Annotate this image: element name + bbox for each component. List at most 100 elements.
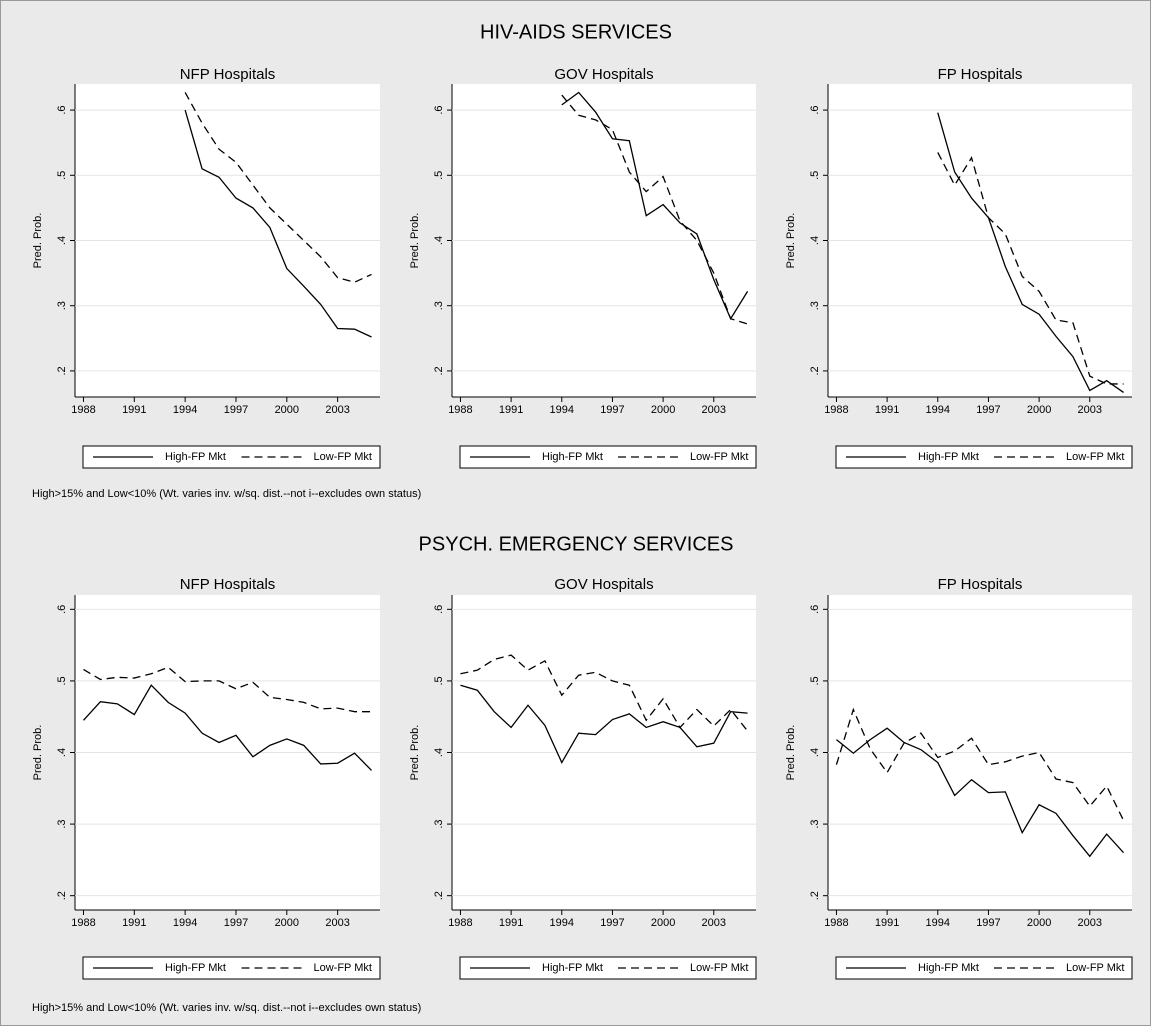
y-tick-label: .6 — [433, 605, 445, 614]
y-tick-label: .5 — [433, 676, 445, 685]
y-axis-label: Pred. Prob. — [409, 213, 421, 269]
series-line — [460, 654, 749, 732]
legend — [82, 445, 381, 469]
chart-title: GOV Hospitals — [554, 576, 653, 593]
section-note: High>15% and Low<10% (Wt. varies inv. w/… — [32, 1002, 421, 1014]
legend-label: High-FP Mkt — [165, 451, 226, 463]
y-tick-label: .2 — [433, 366, 445, 375]
y-axis-label: Pred. Prob. — [785, 725, 797, 781]
x-tick-label: 1991 — [875, 404, 899, 416]
legend — [835, 445, 1133, 469]
x-tick-label: 2003 — [325, 917, 349, 929]
legend — [82, 956, 381, 980]
x-tick-label: 2000 — [275, 404, 299, 416]
legend-label: High-FP Mkt — [542, 451, 603, 463]
series-line — [937, 112, 1124, 393]
series-line — [561, 94, 748, 325]
y-tick-label: .3 — [433, 819, 445, 828]
y-axis-label: Pred. Prob. — [785, 213, 797, 269]
x-tick-label: 1991 — [499, 404, 523, 416]
y-tick-label: .4 — [809, 236, 821, 245]
x-tick-label: 1988 — [71, 404, 95, 416]
x-tick-label: 1991 — [875, 917, 899, 929]
y-tick-label: .4 — [56, 236, 68, 245]
x-tick-label: 1994 — [926, 404, 950, 416]
x-tick-label: 2000 — [275, 917, 299, 929]
x-tick-label: 1988 — [824, 917, 848, 929]
y-tick-label: .2 — [809, 891, 821, 900]
x-tick-label: 1994 — [550, 404, 574, 416]
y-axis-label: Pred. Prob. — [32, 725, 44, 781]
series-line — [835, 707, 1125, 821]
x-tick-label: 2003 — [702, 917, 726, 929]
y-tick-label: .6 — [56, 605, 68, 614]
x-tick-label: 2000 — [1027, 404, 1051, 416]
y-tick-label: .2 — [56, 891, 68, 900]
x-tick-label: 1997 — [224, 404, 248, 416]
series-line — [460, 684, 748, 764]
y-tick-label: .2 — [809, 366, 821, 375]
legend-label: Low-FP Mkt — [1066, 451, 1124, 463]
chart-title: NFP Hospitals — [180, 66, 276, 83]
y-tick-label: .2 — [433, 891, 445, 900]
y-tick-label: .5 — [809, 171, 821, 180]
x-tick-label: 2000 — [651, 917, 675, 929]
y-tick-label: .3 — [56, 301, 68, 310]
y-tick-label: .5 — [56, 171, 68, 180]
legend — [835, 956, 1133, 980]
y-tick-label: .4 — [433, 236, 445, 245]
x-tick-label: 1991 — [122, 917, 146, 929]
y-tick-label: .6 — [809, 605, 821, 614]
chart-title: FP Hospitals — [938, 66, 1023, 83]
x-tick-label: 2000 — [651, 404, 675, 416]
y-tick-label: .6 — [56, 105, 68, 114]
x-tick-label: 1991 — [499, 917, 523, 929]
section-title: PSYCH. EMERGENCY SERVICES — [419, 533, 734, 555]
x-tick-label: 1988 — [448, 917, 472, 929]
y-tick-label: .2 — [56, 366, 68, 375]
x-tick-label: 1997 — [224, 917, 248, 929]
series-line — [937, 152, 1124, 385]
y-tick-label: .5 — [56, 676, 68, 685]
chart-title: FP Hospitals — [938, 576, 1023, 593]
legend-label: High-FP Mkt — [542, 962, 603, 974]
section-title: HIV-AIDS SERVICES — [480, 21, 672, 43]
legend-label: Low-FP Mkt — [1066, 962, 1124, 974]
y-tick-label: .4 — [56, 748, 68, 757]
x-tick-label: 1994 — [926, 917, 950, 929]
series-line — [184, 109, 372, 338]
x-tick-label: 1997 — [976, 404, 1000, 416]
series-line — [561, 91, 749, 321]
x-tick-label: 1988 — [824, 404, 848, 416]
series-line — [184, 92, 372, 283]
y-tick-label: .4 — [433, 748, 445, 757]
x-tick-label: 1997 — [600, 404, 624, 416]
y-tick-label: .6 — [809, 105, 821, 114]
y-tick-label: .3 — [56, 819, 68, 828]
x-tick-label: 1994 — [550, 917, 574, 929]
legend-label: High-FP Mkt — [918, 451, 979, 463]
section-note: High>15% and Low<10% (Wt. varies inv. w/… — [32, 488, 421, 500]
x-tick-label: 1988 — [448, 404, 472, 416]
x-tick-label: 1991 — [122, 404, 146, 416]
y-axis-label: Pred. Prob. — [409, 725, 421, 781]
x-tick-label: 2003 — [1078, 917, 1102, 929]
legend-label: Low-FP Mkt — [690, 962, 748, 974]
series-line — [82, 684, 372, 771]
x-tick-label: 1994 — [173, 917, 197, 929]
x-tick-label: 2003 — [702, 404, 726, 416]
legend-label: High-FP Mkt — [918, 962, 979, 974]
x-tick-label: 1997 — [600, 917, 624, 929]
legend-label: Low-FP Mkt — [314, 451, 372, 463]
chart-title: NFP Hospitals — [180, 576, 276, 593]
x-tick-label: 2003 — [325, 404, 349, 416]
series-line — [83, 666, 372, 713]
legend-label: Low-FP Mkt — [314, 962, 372, 974]
legend — [459, 445, 757, 469]
legend-label: High-FP Mkt — [165, 962, 226, 974]
x-tick-label: 1988 — [71, 917, 95, 929]
legend — [459, 956, 757, 980]
legend-label: Low-FP Mkt — [690, 451, 748, 463]
